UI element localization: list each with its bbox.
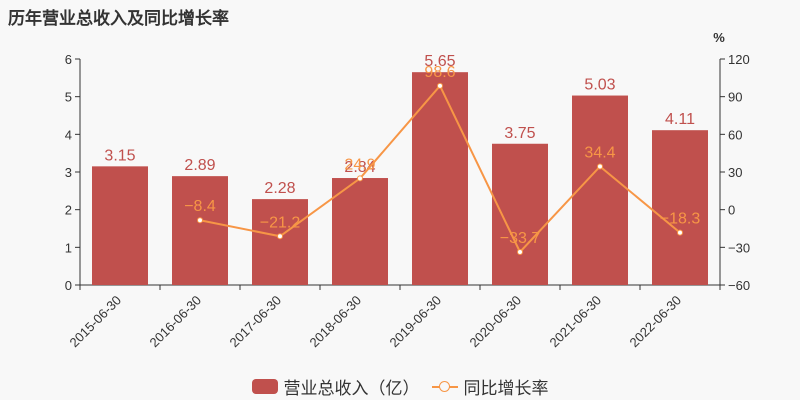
line-marker-icon: [431, 379, 458, 394]
growth-point[interactable]: [277, 233, 283, 240]
x-axis-tick: 2021-06-30: [546, 293, 604, 351]
right-axis-tick: 30: [728, 165, 742, 180]
bar-swatch-icon: [251, 379, 278, 394]
line-value-label: −18.3: [660, 211, 701, 228]
line-value-label: 24.9: [344, 156, 375, 173]
revenue-bar[interactable]: [172, 176, 228, 285]
left-axis-tick: 0: [65, 278, 72, 293]
legend: 营业总收入（亿） 同比增长率: [0, 374, 800, 399]
left-axis-tick: 6: [65, 52, 72, 67]
bar-value-label: 3.15: [104, 147, 135, 164]
bar-value-label: 2.89: [184, 157, 215, 174]
growth-point[interactable]: [437, 82, 443, 89]
right-axis-tick: 120: [728, 52, 750, 67]
revenue-bar[interactable]: [572, 95, 628, 285]
growth-point[interactable]: [597, 163, 603, 170]
right-axis-unit: %: [713, 30, 725, 45]
growth-point[interactable]: [357, 175, 363, 182]
growth-point[interactable]: [517, 248, 523, 255]
line-value-label: −21.2: [260, 214, 301, 231]
left-axis-tick: 2: [65, 203, 72, 218]
left-axis-tick: 5: [65, 90, 72, 105]
legend-item-growth[interactable]: 同比增长率: [431, 374, 549, 399]
right-axis-tick: 0: [728, 203, 735, 218]
revenue-bar[interactable]: [412, 72, 468, 285]
x-axis-tick: 2020-06-30: [466, 293, 524, 351]
right-axis-tick: 90: [728, 90, 742, 105]
revenue-bar[interactable]: [492, 143, 548, 285]
revenue-bar[interactable]: [252, 199, 308, 285]
left-axis-tick: 3: [65, 165, 72, 180]
x-axis-tick: 2016-06-30: [146, 293, 204, 351]
left-axis-tick: 4: [65, 127, 72, 142]
bar-value-label: 5.65: [424, 53, 455, 70]
growth-point[interactable]: [677, 229, 683, 236]
legend-label-revenue: 营业总收入（亿）: [283, 379, 420, 398]
bar-value-label: 2.28: [264, 180, 295, 197]
line-value-label: 98.6: [424, 64, 455, 81]
x-axis-tick: 2019-06-30: [386, 293, 444, 351]
legend-label-growth: 同比增长率: [463, 379, 549, 398]
bar-value-label: 2.84: [344, 159, 375, 176]
chart-title: 历年营业总收入及同比增长率: [8, 9, 229, 28]
right-axis-tick: −30: [728, 240, 750, 255]
bar-value-label: 4.11: [665, 111, 695, 128]
x-axis-tick: 2017-06-30: [226, 293, 284, 351]
x-axis-tick: 2015-06-30: [66, 293, 124, 351]
line-value-label: −8.4: [184, 198, 216, 215]
revenue-bar[interactable]: [332, 178, 388, 285]
right-axis-tick: −60: [728, 278, 750, 293]
right-axis-tick: 60: [728, 127, 742, 142]
legend-item-revenue[interactable]: 营业总收入（亿）: [251, 374, 420, 399]
x-axis-tick: 2022-06-30: [626, 293, 684, 351]
revenue-bar[interactable]: [652, 130, 708, 285]
left-axis-tick: 1: [65, 240, 72, 255]
revenue-bar[interactable]: [92, 166, 148, 285]
line-value-label: 34.4: [584, 144, 615, 161]
growth-point[interactable]: [197, 217, 203, 224]
line-value-label: −33.7: [500, 230, 541, 247]
x-axis-tick: 2018-06-30: [306, 293, 364, 351]
bar-value-label: 5.03: [584, 77, 615, 94]
bar-value-label: 3.75: [504, 125, 535, 142]
